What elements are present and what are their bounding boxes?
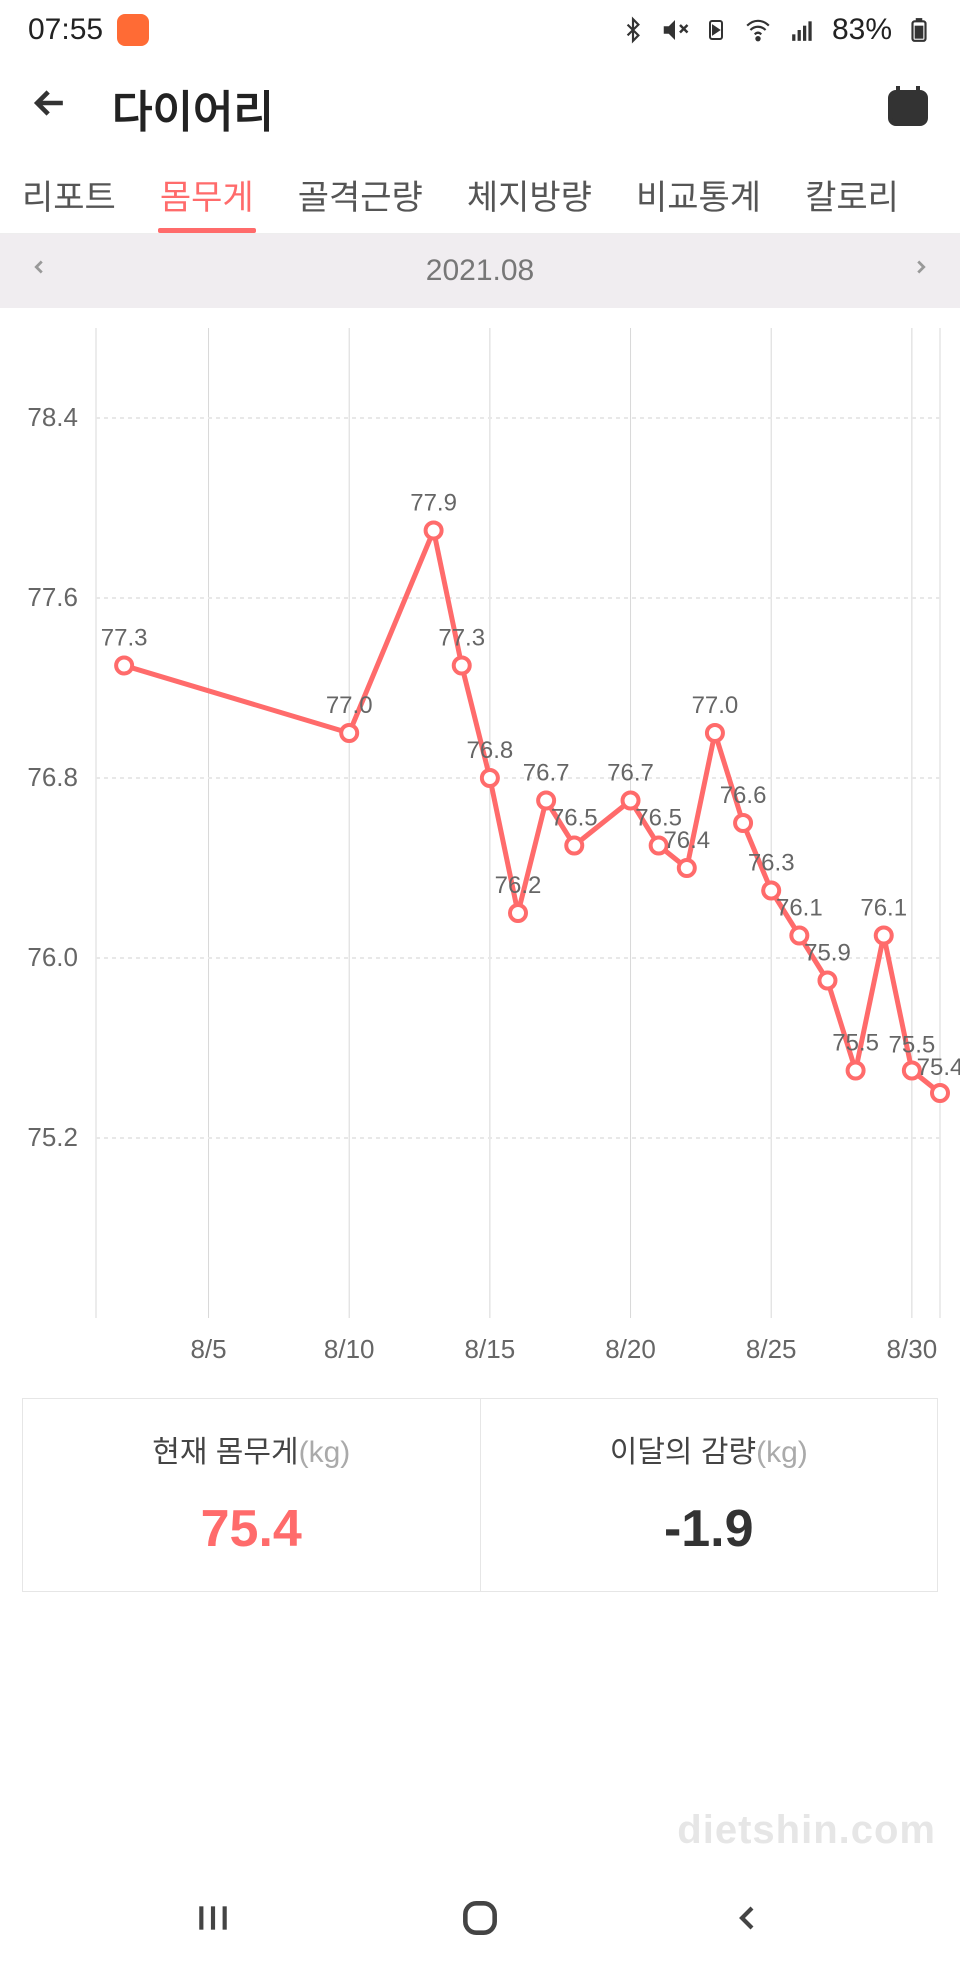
calendar-button[interactable]: [884, 82, 932, 135]
status-bar: 07:55 83%: [0, 0, 960, 60]
summary-change-value: -1.9: [491, 1499, 928, 1559]
svg-text:76.4: 76.4: [663, 827, 710, 854]
summary-table: 현재 몸무게(kg) 75.4 이달의 감량(kg) -1.9: [22, 1398, 938, 1592]
month-navigator: 2021.08: [0, 234, 960, 308]
mute-icon: [660, 15, 690, 45]
tab-4[interactable]: 비교통계: [614, 156, 783, 233]
tab-5[interactable]: 칼로리: [783, 156, 921, 233]
back-button[interactable]: [28, 81, 72, 135]
battery-icon: [906, 15, 932, 45]
summary-current-value: 75.4: [33, 1499, 470, 1559]
summary-current-label: 현재 몸무게(kg): [33, 1427, 470, 1471]
svg-text:8/5: 8/5: [190, 1334, 226, 1364]
signal-icon: [788, 17, 818, 43]
summary-current-weight: 현재 몸무게(kg) 75.4: [23, 1399, 480, 1591]
tab-2[interactable]: 골격근량: [276, 156, 445, 233]
svg-text:76.3: 76.3: [748, 850, 795, 877]
svg-text:75.2: 75.2: [27, 1122, 78, 1152]
watermark: dietshin.com: [677, 1808, 936, 1853]
app-badge-icon: [117, 14, 149, 46]
svg-text:76.1: 76.1: [776, 895, 823, 922]
svg-text:8/30: 8/30: [887, 1334, 938, 1364]
svg-text:76.8: 76.8: [467, 737, 514, 764]
weight-chart: 75.2 76.0 76.8 77.6 78.4 8/5 8/10 8/15 8/20 8/25 8…: [0, 308, 960, 1378]
bluetooth-icon: [620, 15, 646, 45]
svg-text:77.3: 77.3: [101, 625, 148, 652]
svg-text:8/25: 8/25: [746, 1334, 797, 1364]
home-button[interactable]: [450, 1888, 510, 1948]
status-right: 83%: [620, 13, 932, 47]
svg-text:77.6: 77.6: [27, 582, 78, 612]
next-month-button[interactable]: [902, 252, 940, 291]
summary-change-label: 이달의 감량(kg): [491, 1427, 928, 1471]
svg-text:76.1: 76.1: [860, 895, 907, 922]
svg-text:78.4: 78.4: [27, 402, 78, 432]
svg-text:75.9: 75.9: [804, 940, 851, 967]
svg-text:76.7: 76.7: [523, 760, 570, 787]
svg-text:75.4: 75.4: [917, 1054, 960, 1081]
android-navigation-bar: [0, 1863, 960, 1973]
svg-text:76.8: 76.8: [27, 762, 78, 792]
svg-text:76.6: 76.6: [720, 782, 767, 809]
svg-text:8/10: 8/10: [324, 1334, 375, 1364]
android-back-button[interactable]: [717, 1888, 777, 1948]
svg-text:77.0: 77.0: [692, 692, 739, 719]
svg-text:76.5: 76.5: [551, 805, 598, 832]
page-title: 다이어리: [112, 76, 884, 140]
status-left: 07:55: [28, 13, 149, 47]
svg-text:76.0: 76.0: [27, 942, 78, 972]
svg-text:77.3: 77.3: [438, 625, 485, 652]
tab-bar: 리포트몸무게골격근량체지방량비교통계칼로리: [0, 156, 960, 234]
recents-button[interactable]: [183, 1888, 243, 1948]
month-label: 2021.08: [426, 254, 534, 288]
tab-0[interactable]: 리포트: [0, 156, 138, 233]
svg-text:77.0: 77.0: [326, 692, 373, 719]
summary-month-change: 이달의 감량(kg) -1.9: [480, 1399, 938, 1591]
tab-1[interactable]: 몸무게: [138, 156, 276, 233]
svg-text:76.2: 76.2: [495, 872, 542, 899]
svg-text:76.7: 76.7: [607, 760, 654, 787]
wifi-icon: [742, 17, 774, 43]
svg-text:77.9: 77.9: [410, 490, 457, 517]
tab-3[interactable]: 체지방량: [445, 156, 614, 233]
svg-text:8/20: 8/20: [605, 1334, 656, 1364]
app-header: 다이어리: [0, 60, 960, 156]
svg-text:8/15: 8/15: [465, 1334, 516, 1364]
svg-text:75.5: 75.5: [832, 1030, 879, 1057]
prev-month-button[interactable]: [20, 252, 58, 291]
battery-text: 83%: [832, 13, 892, 47]
status-time: 07:55: [28, 13, 103, 47]
battery-saver-icon: [704, 15, 728, 45]
